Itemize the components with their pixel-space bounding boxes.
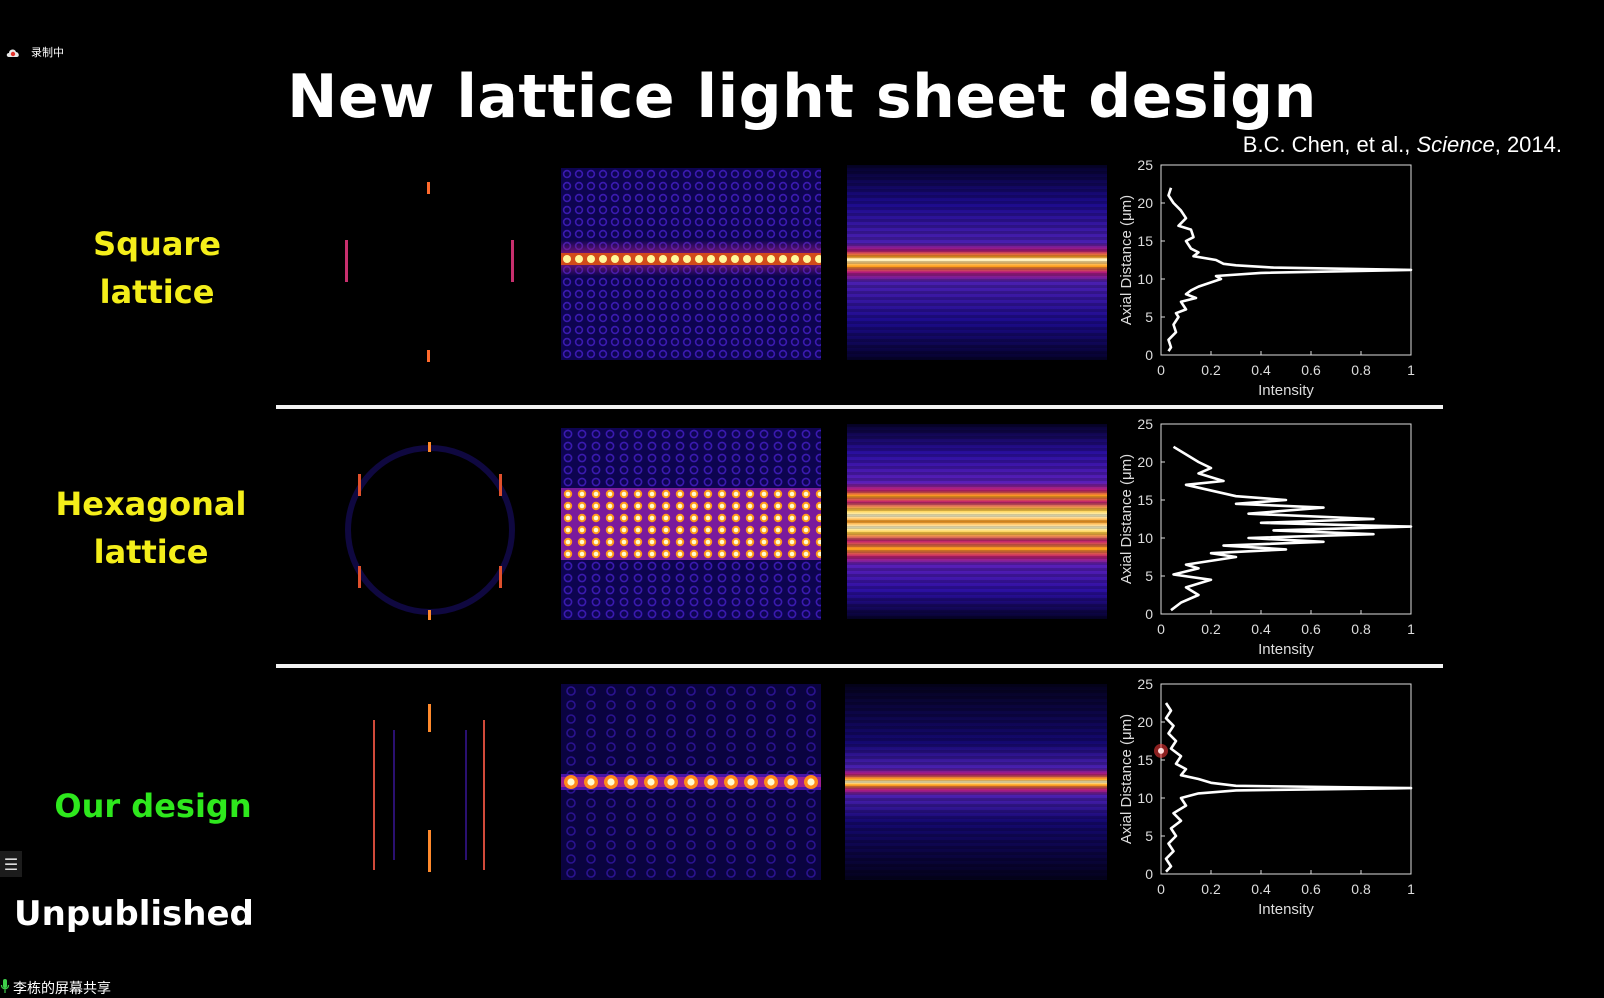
y-tick-label: 20 xyxy=(1137,454,1153,470)
pupil-image-our-design xyxy=(305,690,555,890)
y-tick-label: 25 xyxy=(1137,160,1153,173)
x-tick-label: 1 xyxy=(1407,881,1415,897)
citation-journal: Science xyxy=(1416,132,1495,157)
lattice-pattern-our-design xyxy=(561,684,821,880)
intensity-profile-line xyxy=(1164,702,1413,873)
row-separator xyxy=(276,664,1443,668)
x-tick-label: 0.4 xyxy=(1251,362,1271,378)
y-axis-label: Axial Distance (μm) xyxy=(1118,195,1135,325)
pupil-image-square xyxy=(305,170,555,370)
y-tick-label: 5 xyxy=(1145,828,1153,844)
x-tick-label: 0.2 xyxy=(1201,621,1221,637)
x-tick-label: 0 xyxy=(1157,362,1165,378)
screen-share-label: 李栋的屏幕共享 xyxy=(0,978,111,998)
plot-frame xyxy=(1160,164,1412,356)
cloud-recording-icon xyxy=(5,46,21,58)
y-tick-label: 20 xyxy=(1137,714,1153,730)
pupil-image-hexagonal xyxy=(305,428,555,628)
y-tick-label: 10 xyxy=(1137,530,1153,546)
microphone-icon xyxy=(0,978,10,998)
y-tick-label: 5 xyxy=(1145,309,1153,325)
y-tick-label: 15 xyxy=(1137,752,1153,768)
intensity-profile-line xyxy=(1167,187,1413,352)
x-tick-label: 0.6 xyxy=(1301,362,1321,378)
x-axis-label: Intensity xyxy=(1258,382,1314,399)
x-tick-label: 0.6 xyxy=(1301,881,1321,897)
dithered-sheet-our-design xyxy=(845,684,1107,880)
x-tick-label: 0.4 xyxy=(1251,621,1271,637)
x-tick-label: 0 xyxy=(1157,621,1165,637)
recording-label: 录制中 xyxy=(31,46,64,59)
y-tick-label: 10 xyxy=(1137,271,1153,287)
recording-indicator[interactable]: 录制中 xyxy=(5,44,64,60)
cursor-dot xyxy=(1158,747,1164,754)
y-tick-label: 5 xyxy=(1145,568,1153,584)
lattice-pattern-hexagonal xyxy=(561,428,821,620)
y-tick-label: 10 xyxy=(1137,790,1153,806)
plot-frame xyxy=(1160,423,1412,615)
y-tick-label: 0 xyxy=(1145,606,1153,622)
unpublished-label: Unpublished xyxy=(14,894,254,934)
row-label-line2: lattice xyxy=(99,273,215,311)
x-tick-label: 0.6 xyxy=(1301,621,1321,637)
citation: B.C. Chen, et al., Science, 2014. xyxy=(1243,132,1562,158)
x-tick-label: 0.2 xyxy=(1201,362,1221,378)
y-tick-label: 0 xyxy=(1145,866,1153,882)
list-menu-icon[interactable]: ☰ xyxy=(0,851,22,877)
slide-title: New lattice light sheet design xyxy=(287,62,1317,132)
y-tick-label: 25 xyxy=(1137,679,1153,692)
x-tick-label: 0.8 xyxy=(1351,881,1371,897)
y-tick-label: 20 xyxy=(1137,195,1153,211)
y-tick-label: 15 xyxy=(1137,492,1153,508)
row-label-square: Square lattice xyxy=(2,220,312,316)
screen-share-text: 李栋的屏幕共享 xyxy=(13,981,111,997)
row-label-hexagonal: Hexagonal lattice xyxy=(0,480,306,576)
intensity-profile-line xyxy=(1170,445,1413,612)
y-axis-label: Axial Distance (μm) xyxy=(1118,454,1135,584)
x-tick-label: 0.4 xyxy=(1251,881,1271,897)
x-tick-label: 0.8 xyxy=(1351,362,1371,378)
row-separator xyxy=(276,405,1443,409)
x-tick-label: 0.8 xyxy=(1351,621,1371,637)
dithered-sheet-hexagonal xyxy=(847,424,1107,619)
dithered-sheet-square xyxy=(847,165,1107,360)
x-tick-label: 1 xyxy=(1407,362,1415,378)
y-tick-label: 0 xyxy=(1145,347,1153,363)
row-label-line1: Square xyxy=(93,225,221,263)
row-label-line1: Our design xyxy=(54,787,252,825)
citation-authors: B.C. Chen, et al., xyxy=(1242,132,1411,157)
row-label-line2: lattice xyxy=(93,533,209,571)
y-tick-label: 25 xyxy=(1137,419,1153,432)
y-axis-label: Axial Distance (μm) xyxy=(1118,714,1135,844)
row-label-line1: Hexagonal xyxy=(55,485,247,523)
x-axis-label: Intensity xyxy=(1258,901,1314,918)
row-label-our-design: Our design xyxy=(0,782,308,830)
y-tick-label: 15 xyxy=(1137,233,1153,249)
x-tick-label: 0.2 xyxy=(1201,881,1221,897)
lattice-pattern-square xyxy=(561,168,821,360)
plot-frame xyxy=(1160,683,1412,875)
citation-year: , 2014. xyxy=(1494,132,1562,157)
x-axis-label: Intensity xyxy=(1258,641,1314,658)
x-tick-label: 0 xyxy=(1157,881,1165,897)
x-tick-label: 1 xyxy=(1407,621,1415,637)
